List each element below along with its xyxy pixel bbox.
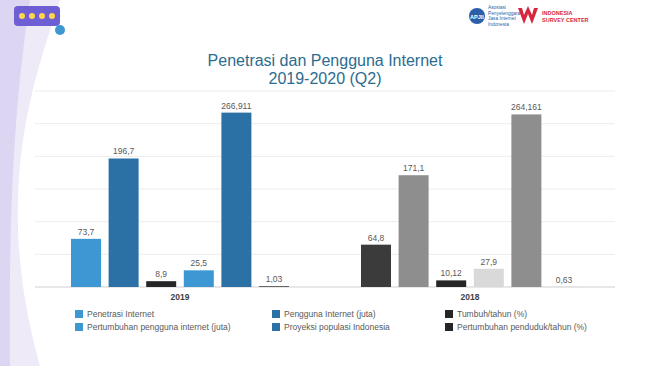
data-label: 64,8 — [368, 233, 385, 243]
legend: Penetrasi Internet Pengguna Internet (jut… — [75, 309, 587, 332]
bar — [259, 286, 289, 287]
legend-label: Proyeksi populasi Indonesia — [284, 322, 390, 332]
legend-label: Pengguna Internet (juta) — [284, 309, 376, 319]
logo-text: SURVEY CENTER — [542, 17, 589, 23]
legend-label: Pertumbuhan pengguna internet (juta) — [87, 322, 231, 332]
icon-person — [55, 25, 65, 35]
data-label: 73,7 — [78, 227, 95, 237]
isc-mark — [518, 6, 538, 24]
logo-text: Asosiasi — [488, 5, 506, 10]
legend-swatch — [75, 310, 83, 318]
legend-swatch — [445, 310, 453, 318]
side-decoration — [0, 0, 30, 366]
legend-swatch — [445, 323, 453, 331]
data-labels: 73,7 196,7 8,9 25,5 266,911 1,03 64,8 171,1 10,1… — [78, 101, 573, 285]
grid — [35, 91, 615, 287]
bar — [549, 286, 579, 287]
bar — [221, 113, 251, 287]
legend-label: Tumbuh/tahun (%) — [457, 309, 527, 319]
data-label: 25,5 — [191, 258, 208, 268]
icon-star — [39, 13, 45, 19]
category-label: 2019 — [171, 292, 190, 302]
side-decoration — [0, 0, 60, 366]
legend-swatch — [75, 323, 83, 331]
logo-text: Indonesia — [488, 22, 509, 27]
data-label: 196,7 — [113, 146, 135, 156]
apjii-mark — [469, 8, 485, 24]
legend-swatch — [272, 323, 280, 331]
icon-star — [49, 13, 55, 19]
icon — [14, 6, 65, 35]
bar — [71, 239, 101, 287]
data-label: 0,63 — [556, 275, 573, 285]
data-label: 1,03 — [266, 274, 283, 284]
logo-text: Penyelenggara — [488, 11, 521, 16]
logo-text: INDONESIA — [542, 10, 573, 16]
logo-text: APJII — [470, 14, 484, 20]
data-label: 10,12 — [441, 268, 463, 278]
logos: APJIIAsosiasiPenyelenggaraJasa InternetI… — [469, 5, 589, 27]
bar — [436, 280, 466, 287]
bar — [474, 269, 504, 287]
legend-label: Pertumbuhan penduduk/tahun (%) — [457, 322, 587, 332]
bar — [511, 114, 541, 287]
bar — [184, 270, 214, 287]
category-label: 2018 — [461, 292, 480, 302]
legend-swatch — [272, 310, 280, 318]
bar — [109, 158, 139, 287]
data-label: 27,9 — [481, 257, 498, 267]
icon-card — [14, 6, 60, 26]
bar — [399, 175, 429, 287]
data-label: 8,9 — [155, 269, 167, 279]
icon-star — [29, 13, 35, 19]
grid-line — [35, 91, 615, 92]
background — [0, 0, 650, 366]
chart: APJIIAsosiasiPenyelenggaraJasa InternetI… — [0, 0, 650, 366]
data-label: 266,911 — [221, 101, 251, 111]
subtitle: 2019-2020 (Q2) — [269, 70, 382, 87]
bar — [146, 281, 176, 287]
bar — [361, 245, 391, 287]
data-label: 171,1 — [403, 163, 425, 173]
bars — [71, 113, 579, 287]
legend-label: Penetrasi Internet — [87, 309, 155, 319]
data-label: 264,161 — [511, 102, 542, 112]
logo-text: Jasa Internet — [488, 16, 516, 21]
title: Penetrasi dan Pengguna Internet — [208, 52, 443, 69]
icon-star — [19, 13, 25, 19]
